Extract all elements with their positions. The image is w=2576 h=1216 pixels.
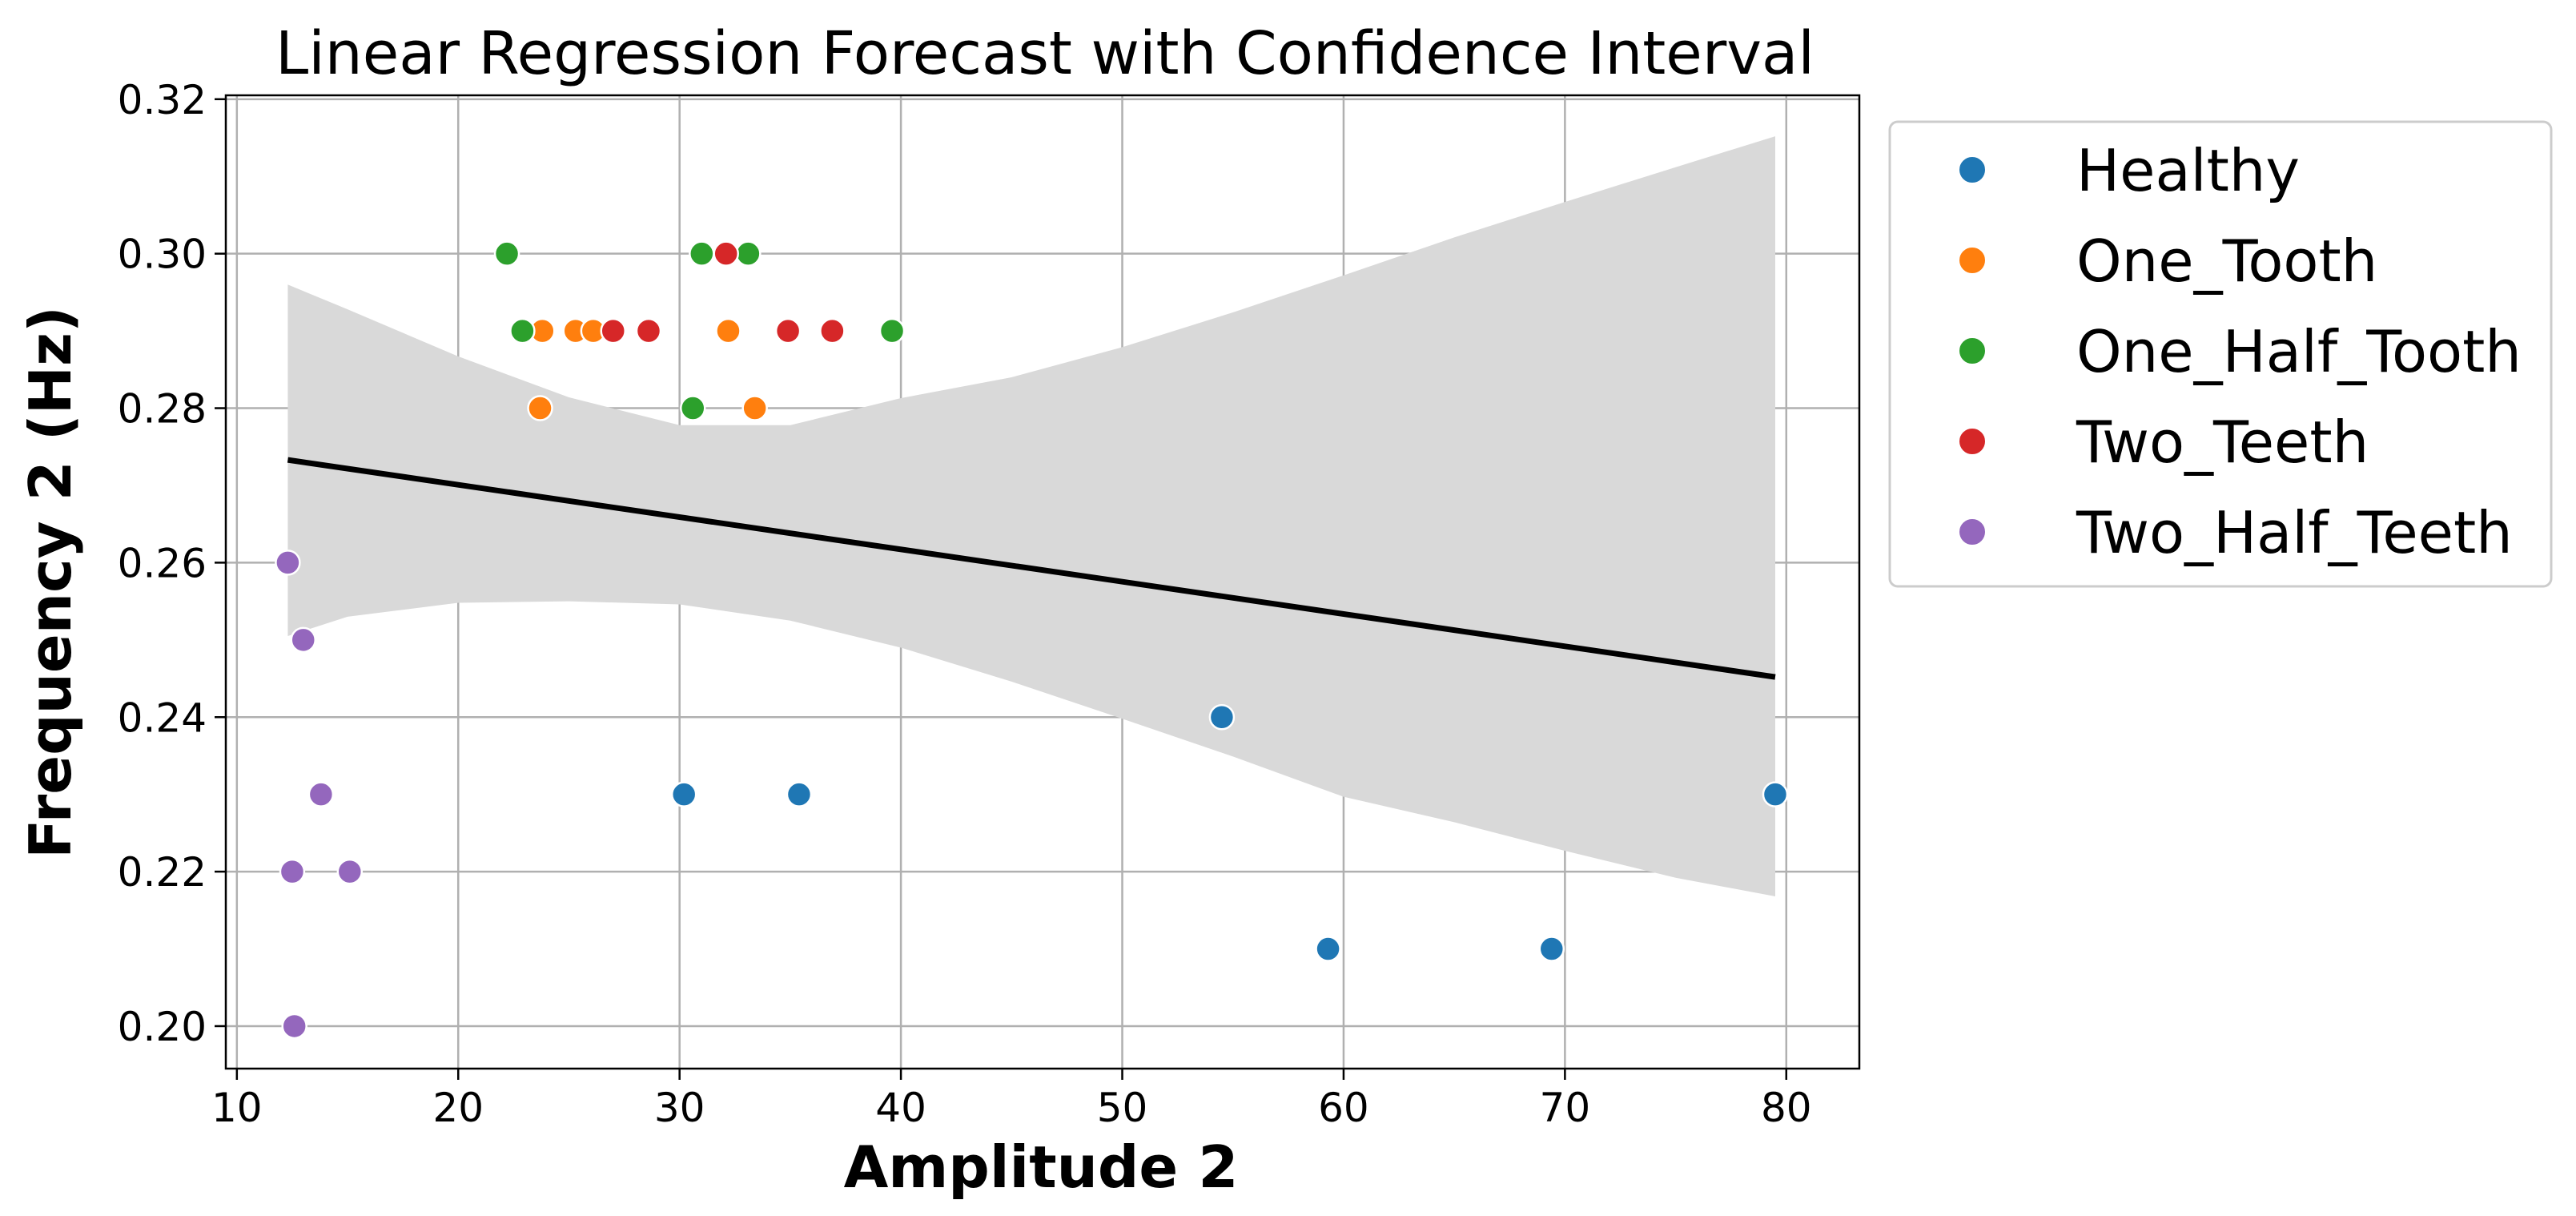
data-point-two-teeth xyxy=(713,240,739,267)
x-tick-label: 20 xyxy=(432,1085,484,1131)
x-tick-label: 60 xyxy=(1318,1085,1369,1131)
x-tick-label: 30 xyxy=(654,1085,705,1131)
legend-label-two-teeth: Two_Teeth xyxy=(2076,409,2369,476)
x-tick-label: 50 xyxy=(1097,1085,1148,1131)
y-tick-label: 0.20 xyxy=(118,1004,207,1050)
legend-label-healthy: Healthy xyxy=(2076,137,2300,204)
y-axis-label: Frequency 2 (Hz) xyxy=(17,306,84,859)
legend-marker-two-half-teeth xyxy=(1958,517,1987,546)
legend-label-one-half-tooth: One_Half_Tooth xyxy=(2076,318,2522,385)
data-point-one-tooth xyxy=(527,395,553,421)
data-point-healthy xyxy=(1208,704,1236,731)
data-point-one-half-tooth xyxy=(878,317,906,344)
data-point-two-teeth xyxy=(635,317,662,344)
chart-title: Linear Regression Forecast with Confiden… xyxy=(275,19,1814,88)
confidence-band xyxy=(287,136,1775,897)
x-tick-label: 80 xyxy=(1761,1085,1812,1131)
data-point-one-half-tooth xyxy=(509,317,536,344)
data-point-two-half-teeth xyxy=(336,858,364,885)
legend-label-two-half-teeth: Two_Half_Teeth xyxy=(2076,499,2513,566)
legend-marker-one-tooth xyxy=(1958,246,1987,275)
y-tick-label: 0.32 xyxy=(118,77,207,123)
data-point-healthy xyxy=(1762,781,1789,807)
data-point-two-teeth xyxy=(819,317,846,344)
data-point-one-half-tooth xyxy=(735,240,762,267)
plot-frame xyxy=(224,94,1861,1070)
x-axis-label: Amplitude 2 xyxy=(844,1133,1239,1201)
legend-marker-one-half-tooth xyxy=(1958,336,1987,365)
data-point-healthy xyxy=(670,781,697,807)
plot-area: 10 20 30 40 50 60 70 80 0.20 0.22 0.24 0.26 0.28 0.30… xyxy=(118,77,1861,1131)
y-tick-label: 0.30 xyxy=(118,232,207,278)
y-tick-label: 0.24 xyxy=(118,695,207,741)
data-point-two-half-teeth xyxy=(290,626,316,654)
data-point-one-half-tooth xyxy=(689,240,715,267)
x-tick-label: 10 xyxy=(211,1085,263,1131)
x-tick-label: 70 xyxy=(1540,1085,1591,1131)
x-tick-label: 40 xyxy=(875,1085,926,1131)
legend-marker-two-teeth xyxy=(1958,427,1987,456)
data-point-one-tooth xyxy=(741,395,768,421)
data-point-two-teeth xyxy=(774,317,802,344)
data-point-two-half-teeth xyxy=(307,781,335,807)
legend-label-one-tooth: One_Tooth xyxy=(2076,227,2377,295)
data-point-two-half-teeth xyxy=(281,1013,307,1040)
data-point-healthy xyxy=(786,781,813,807)
data-point-one-half-tooth xyxy=(493,240,520,267)
data-point-two-half-teeth xyxy=(279,858,306,885)
data-point-one-tooth xyxy=(715,317,741,344)
legend: Healthy One_Tooth One_Half_Tooth Two_Teeth T… xyxy=(1888,120,2553,588)
data-point-two-teeth xyxy=(600,317,626,344)
regression-line xyxy=(287,457,1776,680)
legend-marker-healthy xyxy=(1958,155,1987,184)
data-point-healthy xyxy=(1538,936,1565,962)
data-point-two-half-teeth xyxy=(275,550,301,576)
y-tick-label: 0.22 xyxy=(118,849,207,896)
legend-box xyxy=(1888,120,2553,588)
y-tick-label: 0.26 xyxy=(118,540,207,586)
data-point-one-half-tooth xyxy=(680,395,706,421)
data-point-healthy xyxy=(1315,936,1341,962)
y-tick-label: 0.28 xyxy=(118,386,207,433)
